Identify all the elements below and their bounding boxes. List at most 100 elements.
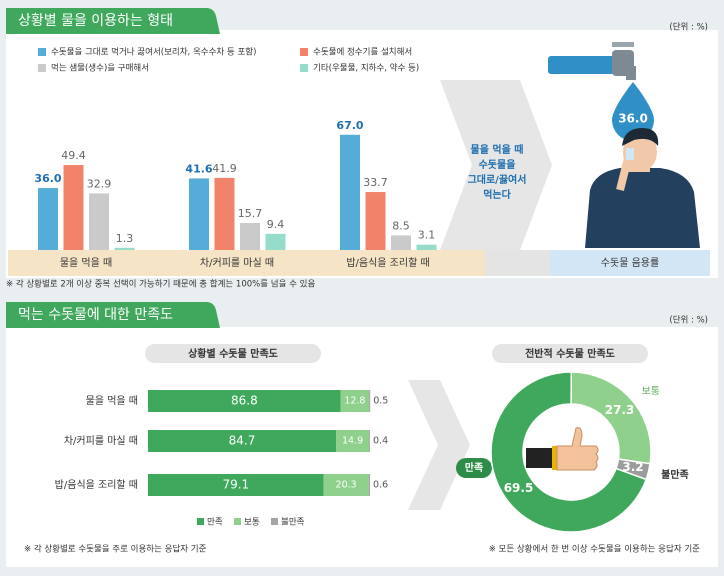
bar-segment <box>148 474 324 496</box>
bar <box>63 165 84 250</box>
legend-swatch <box>300 48 308 56</box>
category-label: 밥/음식을 조리할 때 <box>55 479 138 491</box>
category-label: 물을 먹을 때 <box>86 395 138 407</box>
category-label: 차/커피를 마실 때 <box>64 435 138 447</box>
bar <box>340 134 360 250</box>
donut-slice <box>615 458 651 481</box>
legend-label: 기타(우물물, 지하수, 약수 등) <box>313 63 419 74</box>
value-label: 0.6 <box>373 480 388 491</box>
note: ※ 각 상황별로 수돗물을 주로 이용하는 응답자 기준 <box>24 544 207 555</box>
legend-swatch <box>300 64 308 72</box>
value-label: 41.6 <box>185 162 212 175</box>
category-label: 물을 먹을 때 <box>60 257 112 269</box>
band <box>550 250 710 276</box>
legend-label: 보통 <box>244 518 260 528</box>
section-tab <box>6 302 220 328</box>
value-label: 27.3 <box>605 403 635 417</box>
band <box>485 250 550 276</box>
value-label: 0.5 <box>373 396 388 407</box>
person-illustration <box>585 128 700 248</box>
note: ※ 모든 상황에서 한 번 이상 수돗물을 이용하는 응답자 기준 <box>489 544 700 555</box>
category-label: 밥/음식을 조리할 때 <box>346 257 429 269</box>
arrow <box>440 80 552 250</box>
bar <box>416 244 437 250</box>
legend-swatch <box>38 64 46 72</box>
sleeve <box>526 448 556 468</box>
legend-swatch <box>271 518 278 525</box>
faucet-icon <box>548 42 636 80</box>
bar-segment <box>368 474 370 496</box>
value-label: 32.9 <box>87 177 112 190</box>
unit: (단위 : %) <box>669 22 708 33</box>
value-label: 15.7 <box>238 207 263 220</box>
legend-label: 수돗물을 그대로 먹거나 끓여서(보리차, 옥수수차 등 포함) <box>51 47 256 58</box>
category-band <box>8 250 485 276</box>
legend-label: 수돗물에 정수기를 설치해서 <box>313 47 412 58</box>
legend-label: 불만족 <box>281 517 305 528</box>
value-label: 49.4 <box>61 149 86 162</box>
value-label: 9.4 <box>267 218 285 231</box>
bar-segment <box>336 430 370 452</box>
bar <box>265 233 286 250</box>
subtitle: 상황별 수돗물 만족도 <box>188 347 278 360</box>
cuff <box>552 446 557 470</box>
value-label: 3.1 <box>418 229 436 242</box>
section-title: 먹는 수돗물에 대한 만족도 <box>18 307 173 323</box>
callout-text: 물을 먹을 때 <box>471 143 524 156</box>
value-label: 41.9 <box>212 162 237 175</box>
value-label: 33.7 <box>363 176 388 189</box>
hand <box>556 427 599 471</box>
bar <box>214 177 235 250</box>
section-title: 상황별 물을 이용하는 형태 <box>18 13 173 29</box>
subtitle: 전반적 수돗물 만족도 <box>525 347 615 360</box>
category-pill <box>456 458 492 478</box>
donut-category-label: 만족 <box>465 461 483 474</box>
value-label: 14.9 <box>342 436 363 447</box>
value-label: 1.3 <box>116 232 134 245</box>
value-label: 69.5 <box>504 481 534 495</box>
value-label: 67.0 <box>336 119 363 132</box>
category-label: 차/커피를 마실 때 <box>200 257 274 269</box>
thumbs-up-icon <box>526 427 599 471</box>
bar <box>391 235 411 250</box>
value-label: 0.4 <box>373 436 388 447</box>
bar <box>240 222 260 250</box>
value-label: 12.8 <box>344 396 365 407</box>
value-label: 79.1 <box>222 478 249 492</box>
donut-slice <box>490 371 648 533</box>
value-label: 36.0 <box>34 172 61 185</box>
water-drop <box>612 82 654 141</box>
value-label: 20.3 <box>336 480 357 491</box>
section-tab <box>6 8 220 34</box>
bar-segment <box>369 430 370 452</box>
bar-segment <box>340 390 370 412</box>
value-label: 3.2 <box>622 460 643 474</box>
donut-category-label: 보통 <box>642 385 660 397</box>
legend-swatch <box>234 518 241 525</box>
callout-text: 먹는다 <box>483 188 511 201</box>
legend-swatch <box>197 518 204 525</box>
bar-segment <box>148 390 341 412</box>
bar <box>38 188 58 250</box>
bar-segment <box>323 474 369 496</box>
note: ※ 각 상황별로 2개 이상 중복 선택이 가능하기 때문에 총 합계는 100… <box>6 279 315 290</box>
bar-segment <box>369 390 371 412</box>
callout-text: 수돗물을 <box>479 159 516 171</box>
drop-value: 36.0 <box>618 112 648 126</box>
arrow <box>408 380 470 510</box>
value-label: 86.8 <box>231 394 258 408</box>
unit: (단위 : %) <box>669 315 708 326</box>
legend-label: 먹는 샘물(생수)을 구매해서 <box>51 63 149 74</box>
bar-segment <box>148 430 337 452</box>
callout-text: 그대로/끓여서 <box>468 173 527 186</box>
bar <box>114 247 135 250</box>
legend-label: 만족 <box>207 518 223 528</box>
donut-category-label: 불만족 <box>661 468 689 481</box>
callout-label: 수돗물 음용률 <box>601 257 659 269</box>
value-label: 8.5 <box>392 219 410 232</box>
bar <box>189 178 209 250</box>
bar <box>365 192 386 250</box>
value-label: 84.7 <box>229 434 256 448</box>
subtitle-pill <box>145 344 321 363</box>
